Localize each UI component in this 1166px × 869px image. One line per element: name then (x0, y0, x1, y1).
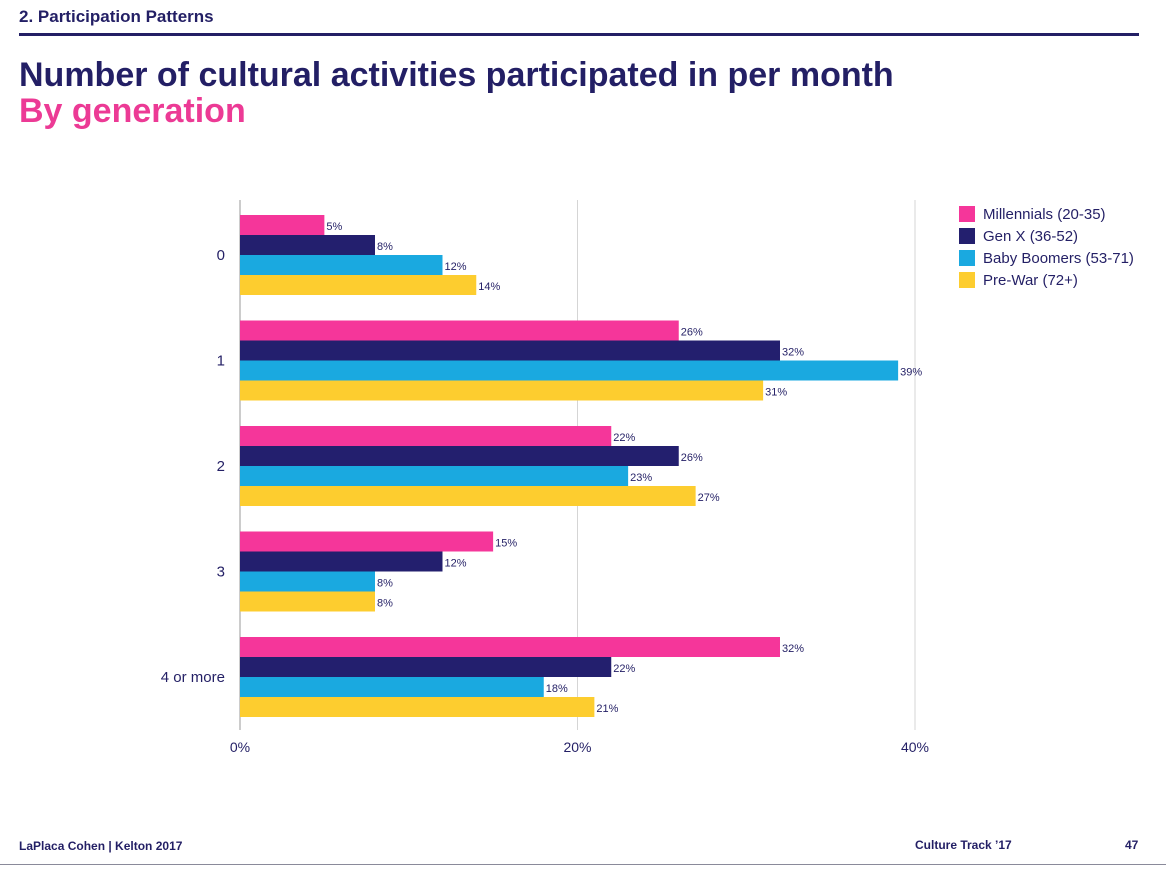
bar (240, 446, 679, 466)
bar (240, 320, 679, 341)
legend-item-genx: Gen X (36-52) (959, 225, 1134, 247)
bar (240, 637, 780, 657)
legend-swatch-millennials (959, 206, 975, 222)
data-label: 27% (698, 492, 720, 504)
data-label: 39% (900, 367, 922, 379)
bar (240, 531, 494, 552)
footer-divider (0, 864, 1166, 865)
data-label: 31% (765, 387, 787, 399)
legend-label-prewar: Pre-War (72+) (983, 271, 1078, 289)
data-label: 12% (445, 558, 467, 570)
footer-credit: LaPlaca Cohen | Kelton 2017 (19, 839, 183, 853)
bar (240, 571, 375, 592)
bar (240, 255, 443, 275)
page-number: 47 (1125, 838, 1139, 852)
data-label: 8% (377, 598, 393, 610)
data-label: 32% (782, 347, 804, 359)
legend-swatch-genx (959, 228, 975, 244)
data-label: 22% (613, 432, 635, 444)
legend-swatch-boomers (959, 250, 975, 266)
section-title: 2. Participation Patterns (19, 7, 214, 26)
data-label: 26% (681, 452, 703, 464)
header-divider (19, 33, 1139, 36)
bar (240, 360, 899, 381)
legend-label-genx: Gen X (36-52) (983, 227, 1079, 245)
legend-label-millennials: Millennials (20-35) (983, 205, 1106, 223)
data-label: 22% (613, 663, 635, 675)
y-category-label: 4 or more (161, 669, 225, 686)
bar (240, 235, 375, 255)
y-category-label: 1 (217, 353, 225, 370)
x-tick-label: 40% (901, 739, 929, 755)
data-label: 8% (377, 241, 393, 253)
data-label: 26% (681, 327, 703, 339)
legend-label-boomers: Baby Boomers (53-71) (983, 249, 1134, 267)
legend-item-prewar: Pre-War (72+) (959, 269, 1134, 291)
legend-item-boomers: Baby Boomers (53-71) (959, 247, 1134, 269)
data-label: 14% (478, 281, 500, 293)
data-label: 32% (782, 643, 804, 655)
data-label: 5% (326, 221, 342, 233)
page-subtitle: By generation (19, 92, 246, 130)
chart-legend: Millennials (20-35) Gen X (36-52) Baby B… (959, 203, 1134, 291)
bar (240, 657, 612, 677)
bar (240, 551, 443, 572)
bar (240, 466, 629, 486)
data-label: 21% (596, 703, 618, 715)
bar (240, 486, 696, 506)
bar (240, 275, 477, 295)
y-category-label: 3 (217, 564, 225, 581)
data-label: 15% (495, 538, 517, 550)
footer-report-name: Culture Track ’17 (915, 838, 1012, 852)
data-label: 23% (630, 472, 652, 484)
bar (240, 426, 612, 446)
x-tick-label: 0% (230, 739, 250, 755)
data-label: 8% (377, 578, 393, 590)
bar (240, 697, 595, 717)
legend-item-millennials: Millennials (20-35) (959, 203, 1134, 225)
y-category-label: 0 (217, 247, 225, 264)
legend-swatch-prewar (959, 272, 975, 288)
data-label: 12% (445, 261, 467, 273)
bar (240, 591, 375, 612)
bar (240, 380, 764, 401)
bar (240, 340, 780, 361)
bar (240, 215, 325, 235)
x-tick-label: 20% (563, 739, 591, 755)
data-label: 18% (546, 683, 568, 695)
page-title: Number of cultural activities participat… (19, 56, 894, 94)
y-category-label: 2 (217, 458, 225, 475)
bar (240, 677, 544, 697)
